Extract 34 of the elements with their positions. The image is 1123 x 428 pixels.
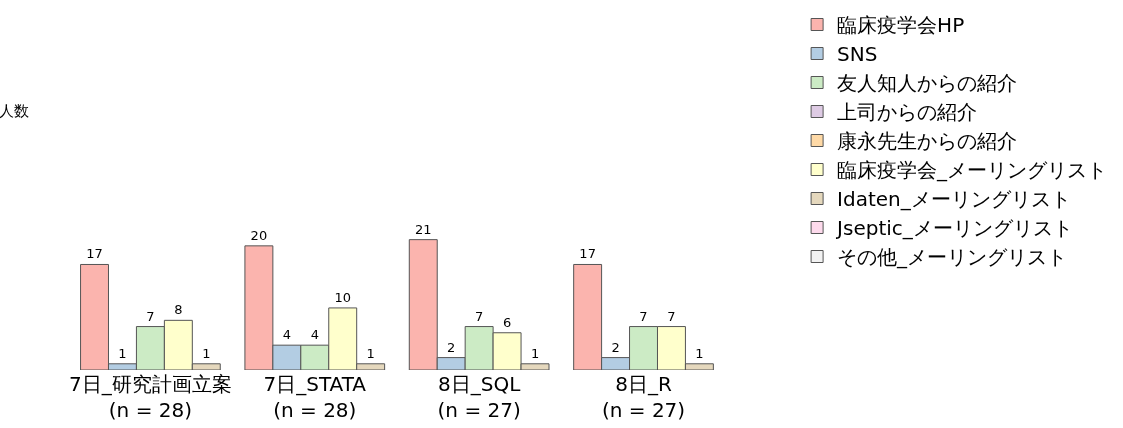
x-tick-label: 8日_SQL (n = 27) xyxy=(437,372,522,422)
data-label: 10 xyxy=(334,289,351,305)
legend-label: 友人知人からの紹介 xyxy=(837,71,1018,96)
legend-label: Jseptic_メーリングリスト xyxy=(835,216,1073,241)
legend-label: SNS xyxy=(837,42,878,67)
legend-label: 上司からの紹介 xyxy=(837,100,978,125)
legend-label: Idaten_メーリングリスト xyxy=(837,187,1071,212)
data-label: 7 xyxy=(667,308,676,324)
data-label: 20 xyxy=(250,227,268,243)
text: 人数 xyxy=(0,102,29,120)
legend-label: その他_メーリングリスト xyxy=(837,245,1068,270)
data-label: 21 xyxy=(414,221,432,237)
legend-label: 臨床疫学会HP xyxy=(837,13,965,38)
x-tick-label: 8日_R (n = 27) xyxy=(601,372,686,422)
data-label: 1 xyxy=(202,345,211,361)
data-label: 2 xyxy=(611,339,620,355)
data-label: 8 xyxy=(174,302,183,318)
legend-label: 臨床疫学会_メーリングリスト xyxy=(837,158,1108,183)
data-label: 17 xyxy=(579,246,596,262)
x-tick-label: 7日_研究計画立案 (n = 28) xyxy=(69,372,232,422)
data-label: 2 xyxy=(447,339,456,355)
data-label: 7 xyxy=(639,308,648,324)
data-label: 7 xyxy=(146,308,155,324)
data-label: 6 xyxy=(502,314,512,330)
data-label: 7 xyxy=(475,308,484,324)
x-tick-label: 7日_STATA (n = 28) xyxy=(263,372,367,422)
legend-label: 康永先生からの紹介 xyxy=(837,129,1018,154)
data-label: 1 xyxy=(366,345,375,361)
data-label: 1 xyxy=(695,345,704,361)
data-label: 1 xyxy=(530,345,540,361)
data-label: 4 xyxy=(282,327,291,343)
data-label: 17 xyxy=(86,246,103,262)
data-label: 4 xyxy=(310,327,319,343)
data-label: 1 xyxy=(118,345,127,361)
